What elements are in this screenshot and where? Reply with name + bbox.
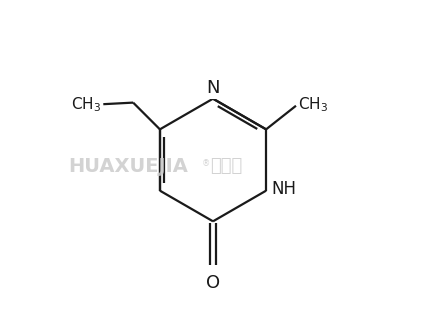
Text: 化学加: 化学加 xyxy=(210,157,242,175)
Text: CH$_3$: CH$_3$ xyxy=(71,95,101,114)
Text: N: N xyxy=(206,79,220,97)
Text: ®: ® xyxy=(202,159,210,168)
Text: O: O xyxy=(206,274,220,292)
Text: CH$_3$: CH$_3$ xyxy=(299,95,328,114)
Text: NH: NH xyxy=(272,180,297,198)
Text: HUAXUEJIA: HUAXUEJIA xyxy=(68,157,188,176)
